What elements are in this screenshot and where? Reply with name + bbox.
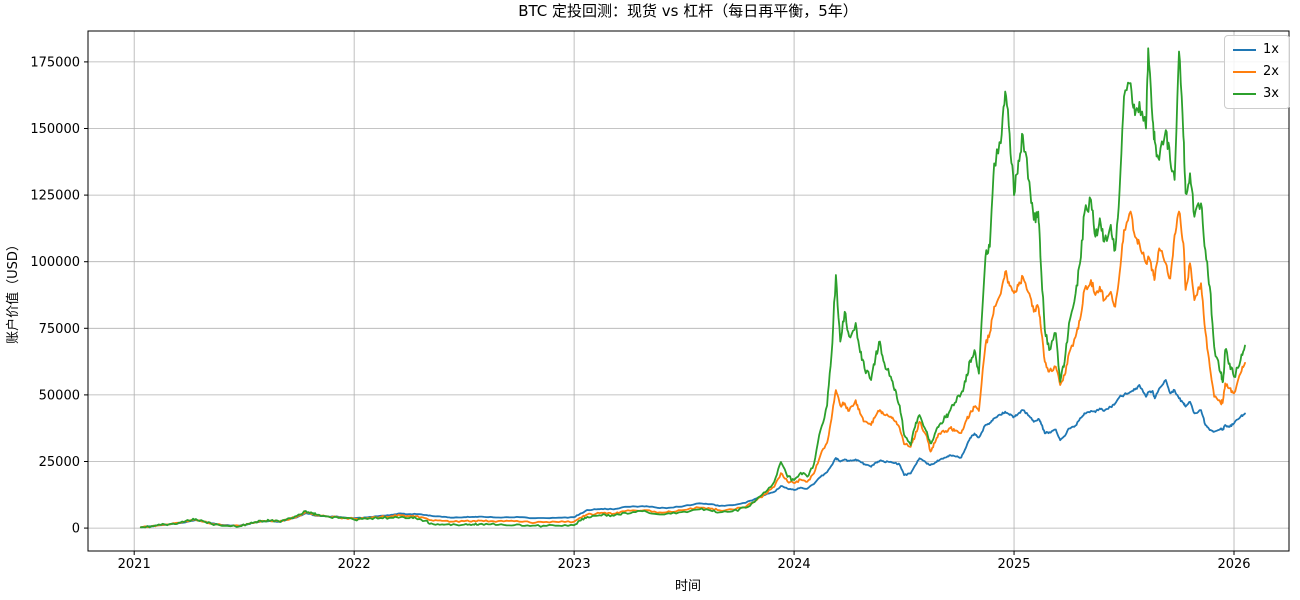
axis-spines bbox=[87, 30, 1290, 552]
y-tick-label: 150000 bbox=[30, 122, 80, 137]
axis-ticks bbox=[84, 61, 1235, 555]
y-tick-label: 75000 bbox=[39, 322, 80, 337]
legend-swatch-1x bbox=[1233, 49, 1256, 51]
legend-item-2x: 2x bbox=[1233, 64, 1281, 80]
y-tick-label: 125000 bbox=[30, 189, 80, 204]
gridlines bbox=[88, 31, 1289, 551]
series-lines bbox=[139, 47, 1246, 529]
legend-swatch-2x bbox=[1233, 71, 1256, 73]
plot-border bbox=[87, 30, 1290, 552]
legend-label-1x: 1x bbox=[1263, 42, 1279, 57]
x-tick-label: 2021 bbox=[118, 557, 151, 572]
legend-label-2x: 2x bbox=[1263, 64, 1279, 79]
x-tick-label: 2026 bbox=[1217, 557, 1250, 572]
series-line-3x bbox=[139, 47, 1246, 529]
legend-item-1x: 1x bbox=[1233, 42, 1281, 58]
axis-tick-labels: 2021 2022 2023 2024 2025 2026 0 25000 50000 75000… bbox=[30, 55, 1250, 572]
series-line-2x bbox=[139, 210, 1246, 529]
legend-item-3x: 3x bbox=[1233, 86, 1281, 102]
x-tick-label: 2022 bbox=[338, 557, 371, 572]
y-tick-label: 25000 bbox=[39, 455, 80, 470]
legend-label-3x: 3x bbox=[1263, 86, 1279, 101]
series-line-1x bbox=[139, 379, 1246, 529]
x-tick-label: 2024 bbox=[778, 557, 811, 572]
y-tick-label: 50000 bbox=[39, 388, 80, 403]
y-tick-label: 175000 bbox=[30, 55, 80, 70]
y-axis-label: 账户价值（USD） bbox=[5, 238, 21, 344]
chart-title: BTC 定投回测：现货 vs 杠杆（每日再平衡，5年） bbox=[518, 2, 858, 20]
y-tick-label: 0 bbox=[72, 522, 80, 537]
x-tick-label: 2023 bbox=[558, 557, 591, 572]
legend-swatch-3x bbox=[1233, 93, 1256, 95]
x-tick-label: 2025 bbox=[997, 557, 1030, 572]
x-axis-label: 时间 bbox=[675, 579, 701, 594]
legend: 1x 2x 3x bbox=[1224, 35, 1290, 109]
y-tick-label: 100000 bbox=[30, 255, 80, 270]
